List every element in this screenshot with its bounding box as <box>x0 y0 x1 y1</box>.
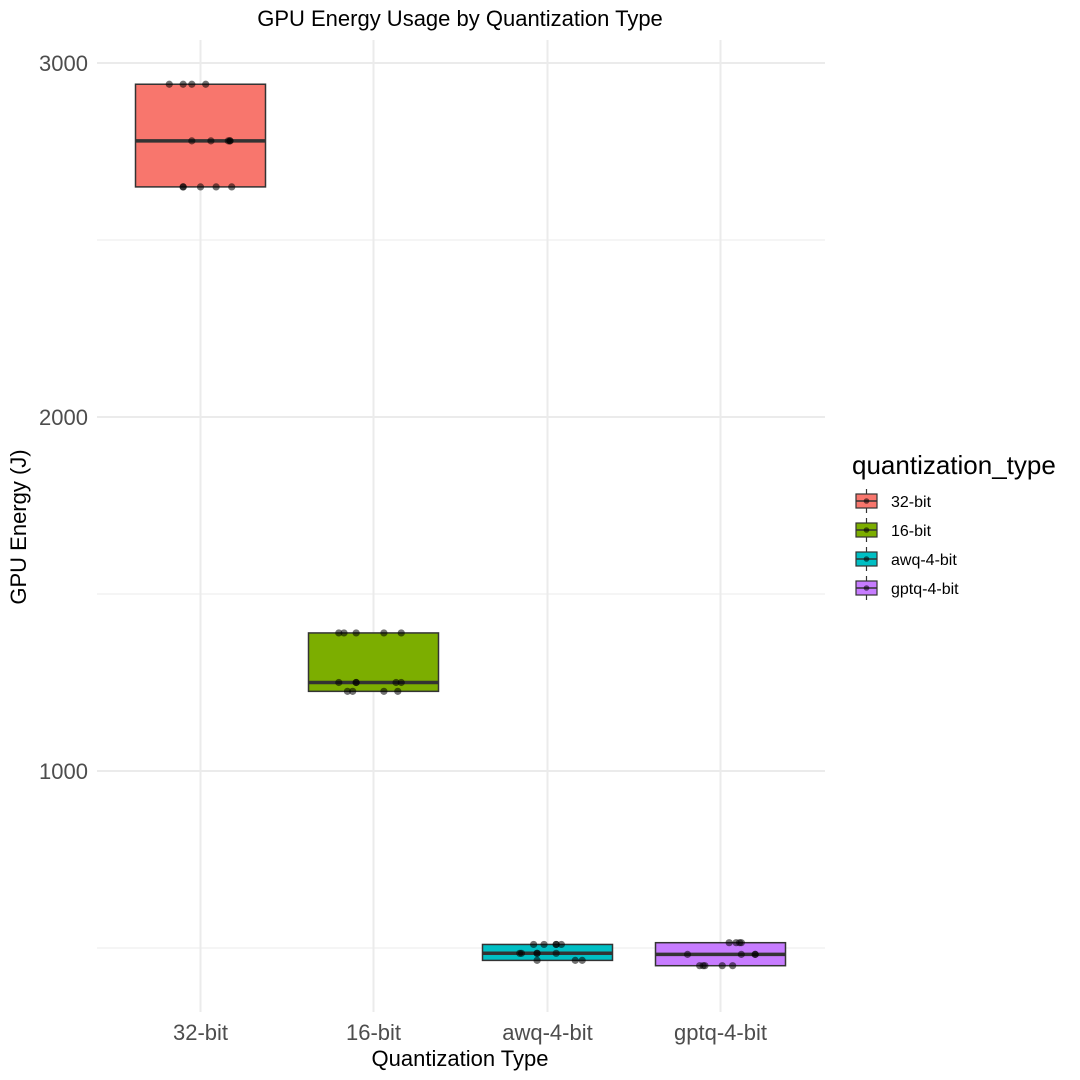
legend-label: 16-bit <box>891 523 932 540</box>
legend-key-point <box>863 527 870 533</box>
data-point <box>571 956 579 964</box>
y-tick-label: 1000 <box>39 759 88 784</box>
data-point <box>224 137 232 145</box>
boxes <box>134 83 787 967</box>
data-point <box>517 949 526 957</box>
data-point <box>718 962 726 970</box>
data-point <box>737 950 745 958</box>
legend-key-point <box>863 585 870 591</box>
grid <box>97 40 825 1012</box>
axes: 1000 2000 3000 32-bit 16-bit awq-4-bit gptq-4-… <box>39 51 767 1045</box>
data-point <box>557 940 565 949</box>
legend-label: gptq-4-bit <box>891 581 959 598</box>
legend: quantization_type 32-bit 16-bit awq-4-bit g… <box>852 450 1056 600</box>
jitter-points <box>165 80 759 970</box>
data-point <box>202 80 210 88</box>
data-point <box>725 939 733 947</box>
data-point <box>699 962 707 970</box>
y-axis-title: GPU Energy (J) <box>6 449 31 604</box>
data-point <box>207 137 215 145</box>
box-awq-4-bit <box>481 943 614 962</box>
legend-item-16-bit: 16-bit <box>855 518 932 542</box>
data-point <box>533 949 541 957</box>
data-point <box>683 950 692 958</box>
x-axis-title: Quantization Type <box>372 1046 549 1071</box>
data-point <box>397 678 405 687</box>
x-tick-label: awq-4-bit <box>502 1020 592 1045</box>
x-tick-label: gptq-4-bit <box>674 1020 767 1045</box>
data-point <box>530 940 538 949</box>
data-point <box>335 678 343 687</box>
y-tick-label: 2000 <box>39 405 88 430</box>
data-point <box>188 80 196 88</box>
data-point <box>228 183 236 191</box>
data-point <box>212 183 220 191</box>
legend-label: awq-4-bit <box>891 552 957 569</box>
data-point <box>352 629 360 637</box>
plot-title: GPU Energy Usage by Quantization Type <box>257 6 663 31</box>
legend-label: 32-bit <box>891 494 932 511</box>
x-tick-label: 32-bit <box>173 1020 228 1045</box>
data-point <box>397 629 405 637</box>
y-tick-label: 3000 <box>39 51 88 76</box>
data-point <box>188 137 196 145</box>
box-gptq-4-bit <box>654 941 787 967</box>
data-point <box>349 687 357 695</box>
legend-item-32-bit: 32-bit <box>855 489 932 513</box>
data-point <box>751 950 759 958</box>
data-point <box>540 940 548 949</box>
data-point <box>165 80 173 88</box>
data-point <box>394 687 402 695</box>
legend-key-point <box>863 498 870 504</box>
data-point <box>552 949 560 957</box>
data-point <box>380 687 388 695</box>
data-point <box>735 939 744 947</box>
data-point <box>343 687 352 695</box>
data-point <box>729 962 737 970</box>
data-point <box>196 183 205 191</box>
data-point <box>352 678 360 687</box>
legend-item-gptq-4-bit: gptq-4-bit <box>855 576 959 600</box>
box-rect <box>134 83 267 188</box>
legend-item-awq-4-bit: awq-4-bit <box>855 547 957 571</box>
data-point <box>392 678 400 687</box>
box-16-bit <box>307 632 440 693</box>
data-point <box>179 183 187 191</box>
legend-title: quantization_type <box>852 450 1056 480</box>
data-point <box>552 940 560 949</box>
box-32-bit <box>134 83 267 188</box>
data-point <box>179 80 187 88</box>
legend-key-point <box>863 556 870 562</box>
data-point <box>340 629 348 637</box>
data-point <box>578 956 586 964</box>
data-point <box>533 956 541 964</box>
data-point <box>335 629 343 637</box>
data-point <box>380 629 388 637</box>
x-tick-label: 16-bit <box>346 1020 401 1045</box>
